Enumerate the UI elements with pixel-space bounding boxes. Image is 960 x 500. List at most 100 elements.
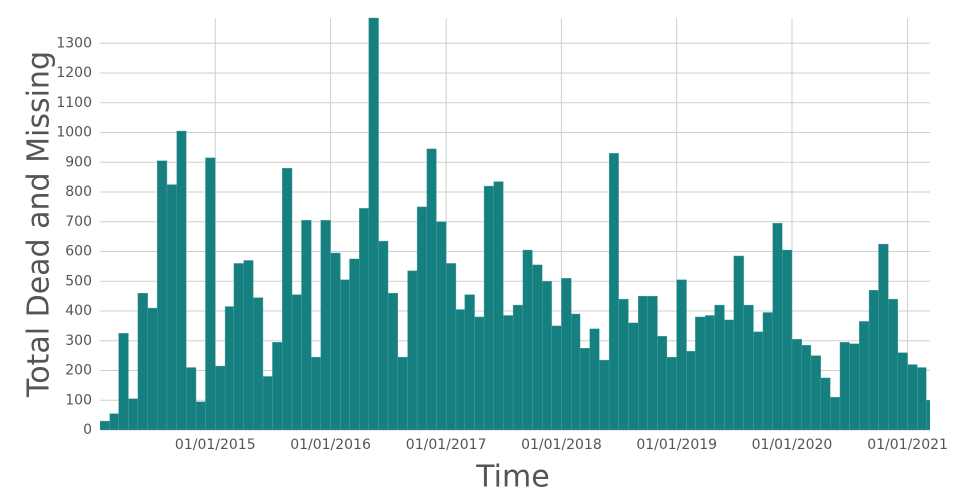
- bar: [291, 294, 302, 430]
- bar: [349, 258, 360, 430]
- y-tick-label: 400: [65, 303, 92, 319]
- bar: [704, 315, 715, 430]
- bar: [743, 304, 754, 430]
- bar: [907, 364, 918, 430]
- bar: [897, 352, 908, 430]
- bar: [109, 413, 119, 430]
- bar: [666, 356, 677, 430]
- bar: [503, 315, 514, 430]
- bar: [522, 249, 533, 430]
- bar: [561, 278, 572, 430]
- bar: [301, 220, 312, 430]
- bar: [599, 359, 610, 430]
- bar: [541, 281, 552, 430]
- bar: [781, 249, 793, 430]
- bar: [571, 313, 581, 430]
- y-tick-label: 1200: [56, 65, 92, 81]
- bar: [368, 17, 379, 430]
- x-tick-label: 01/01/2016: [290, 437, 371, 453]
- bar: [483, 185, 495, 430]
- bar: [820, 377, 831, 430]
- bar: [608, 153, 619, 430]
- bar: [416, 206, 428, 430]
- bar: [839, 342, 850, 430]
- bar: [176, 130, 187, 430]
- bar: [753, 331, 764, 430]
- bar: [445, 263, 457, 430]
- y-tick-label: 1300: [56, 35, 92, 51]
- y-tick-label: 0: [83, 422, 92, 438]
- bar: [878, 243, 889, 430]
- bar: [791, 339, 802, 430]
- bar: [686, 350, 696, 430]
- bar: [464, 294, 475, 430]
- bar: [215, 365, 226, 430]
- bar: [829, 397, 841, 430]
- y-tick-label: 900: [65, 154, 92, 170]
- bar: [311, 356, 321, 430]
- bar: [532, 264, 543, 430]
- bars: [100, 17, 930, 430]
- bar: [733, 255, 744, 430]
- bar: [128, 398, 139, 430]
- y-axis-label: Total Dead and Missing: [22, 51, 57, 398]
- bar: [714, 304, 725, 430]
- bar: [436, 221, 447, 430]
- bar: [320, 220, 331, 430]
- bar: [926, 400, 930, 430]
- bar: [493, 181, 504, 430]
- bar: [186, 367, 197, 430]
- bar: [330, 252, 341, 430]
- y-tick-label: 300: [65, 333, 92, 349]
- x-axis-label: Time: [475, 460, 549, 495]
- bar: [810, 355, 821, 430]
- x-tick-label: 01/01/2020: [752, 437, 833, 453]
- bar: [272, 342, 283, 430]
- bar: [252, 297, 264, 430]
- bar: [801, 345, 812, 430]
- bar: [156, 160, 168, 430]
- bar: [772, 223, 783, 430]
- x-tick-label: 01/01/2015: [175, 437, 256, 453]
- bar: [166, 184, 177, 430]
- bar: [474, 316, 485, 430]
- bar: [859, 321, 870, 430]
- x-tick-label: 01/01/2018: [521, 437, 602, 453]
- bar: [387, 292, 399, 430]
- bar: [224, 306, 235, 430]
- y-tick-label: 500: [65, 273, 92, 289]
- bar: [917, 367, 927, 430]
- bar: [195, 401, 206, 430]
- x-tick-label: 01/01/2019: [636, 437, 717, 453]
- x-tick-label: 01/01/2017: [406, 437, 487, 453]
- bar: [676, 279, 687, 430]
- bar: [695, 316, 706, 430]
- bar: [512, 304, 524, 430]
- bar: [137, 292, 148, 430]
- x-tick-label: 01/01/2021: [867, 437, 948, 453]
- y-tick-label: 700: [65, 214, 92, 230]
- bar: [637, 295, 648, 430]
- bar: [628, 322, 639, 430]
- bar: [147, 307, 158, 430]
- y-tick-label: 800: [65, 184, 92, 200]
- bar: [340, 279, 350, 430]
- bar: [118, 333, 129, 430]
- bar: [359, 208, 369, 430]
- bar: [100, 420, 110, 430]
- bar: [589, 328, 600, 430]
- bar: [243, 260, 254, 430]
- bar: [551, 325, 562, 430]
- bar: [378, 240, 389, 430]
- bar: [618, 298, 629, 430]
- y-tick-label: 200: [65, 363, 92, 379]
- bar: [762, 312, 773, 430]
- bar: [407, 270, 418, 430]
- bar: [205, 157, 216, 430]
- bar: [455, 309, 465, 430]
- y-tick-label: 1000: [56, 125, 92, 141]
- bar: [233, 263, 244, 430]
- bar: [657, 336, 668, 430]
